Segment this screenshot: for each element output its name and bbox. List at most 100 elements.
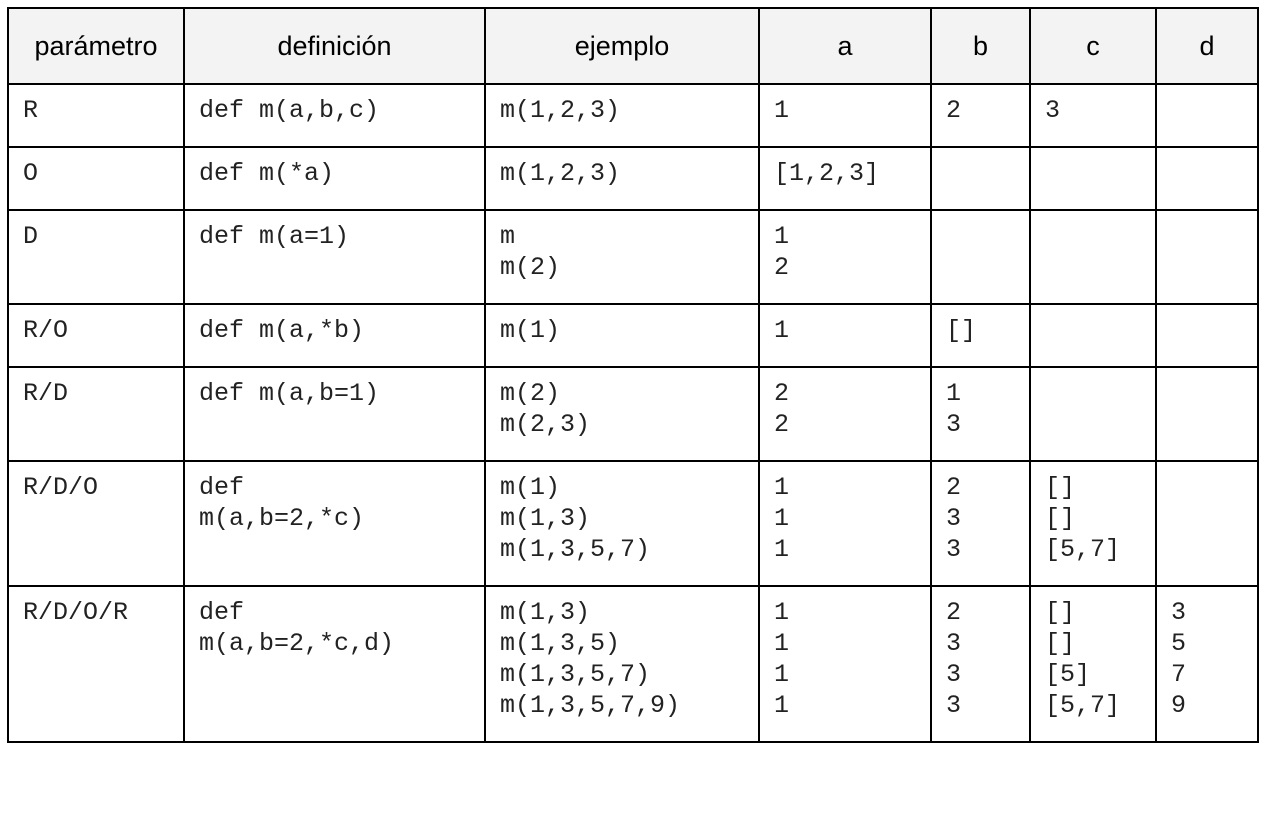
value-d-cell: [1155, 146, 1259, 211]
value-d-cell: [1155, 209, 1259, 305]
cell-line: 1: [774, 222, 790, 251]
cell-line: def: [199, 473, 245, 502]
cell-line: 1: [774, 535, 790, 564]
cell-line: 1: [774, 691, 790, 720]
value-b-cell: []: [930, 303, 1031, 368]
table-row: R/D/O/R def m(a,b=2,*c,d) m(1,3) m(1,3,5) m(1…: [7, 585, 1259, 743]
cell-line: R/O: [23, 316, 69, 345]
value-c-cell: [1029, 303, 1157, 368]
cell-line: m(1,3): [500, 598, 591, 627]
value-d-cell: [1155, 303, 1259, 368]
value-d-cell: [1155, 83, 1259, 148]
cell-line: def: [199, 598, 245, 627]
cell-line: 1: [774, 598, 790, 627]
cell-line: 1: [774, 316, 790, 345]
definicion-cell: def m(a,*b): [183, 303, 486, 368]
cell-line: m(1,3,5,7): [500, 535, 651, 564]
cell-line: 2: [946, 96, 962, 125]
table-row: R/D/O def m(a,b=2,*c) m(1) m(1,3) m(1,3,5,7) 1…: [7, 460, 1259, 587]
definicion-cell: def m(*a): [183, 146, 486, 211]
definicion-cell: def m(a,b=2,*c,d): [183, 585, 486, 743]
cell-line: []: [1045, 598, 1076, 627]
cell-line: 5: [1171, 629, 1187, 658]
cell-line: D: [23, 222, 39, 251]
cell-line: 2: [774, 410, 790, 439]
cell-line: 7: [1171, 660, 1187, 689]
cell-line: m(2,3): [500, 410, 591, 439]
parametro-cell: R: [7, 83, 185, 148]
cell-line: m(1,3): [500, 504, 591, 533]
cell-line: 3: [1171, 598, 1187, 627]
cell-line: m(2): [500, 379, 561, 408]
ejemplo-cell: m(1,3) m(1,3,5) m(1,3,5,7) m(1,3,5,7,9): [484, 585, 760, 743]
cell-line: 1: [774, 660, 790, 689]
cell-line: []: [946, 316, 977, 345]
ejemplo-cell: m m(2): [484, 209, 760, 305]
cell-line: 2: [946, 473, 962, 502]
parametro-cell: R/O: [7, 303, 185, 368]
ejemplo-cell: m(1,2,3): [484, 83, 760, 148]
parametro-cell: D: [7, 209, 185, 305]
value-c-cell: [1029, 146, 1157, 211]
cell-line: [5]: [1045, 660, 1091, 689]
cell-line: 3: [946, 629, 962, 658]
cell-line: m(a,b=2,*c): [199, 504, 365, 533]
value-a-cell: 1: [758, 303, 932, 368]
cell-line: m(2): [500, 253, 561, 282]
cell-line: [5,7]: [1045, 535, 1121, 564]
cell-line: [5,7]: [1045, 691, 1121, 720]
header-a: a: [758, 7, 932, 85]
header-ejemplo: ejemplo: [484, 7, 760, 85]
value-d-cell: [1155, 366, 1259, 462]
table-row: R/D def m(a,b=1) m(2) m(2,3) 2 2 1 3: [7, 366, 1259, 462]
value-b-cell: 2: [930, 83, 1031, 148]
parametro-cell: O: [7, 146, 185, 211]
definicion-cell: def m(a,b=1): [183, 366, 486, 462]
cell-line: m(1,3,5,7,9): [500, 691, 681, 720]
table-row: R/O def m(a,*b) m(1) 1 []: [7, 303, 1259, 368]
cell-line: m(1,2,3): [500, 96, 621, 125]
value-d-cell: [1155, 460, 1259, 587]
cell-line: R/D: [23, 379, 69, 408]
value-c-cell: [1029, 209, 1157, 305]
value-a-cell: [1,2,3]: [758, 146, 932, 211]
cell-line: 1: [774, 96, 790, 125]
cell-line: 3: [946, 410, 962, 439]
cell-line: 1: [774, 473, 790, 502]
header-definicion: definición: [183, 7, 486, 85]
cell-line: def m(a=1): [199, 222, 350, 251]
cell-line: R/D/O/R: [23, 598, 129, 627]
cell-line: [1,2,3]: [774, 159, 880, 188]
parametro-cell: R/D/O/R: [7, 585, 185, 743]
header-b: b: [930, 7, 1031, 85]
header-parametro: parámetro: [7, 7, 185, 85]
cell-line: 1: [774, 504, 790, 533]
cell-line: def m(a,*b): [199, 316, 365, 345]
ejemplo-cell: m(1): [484, 303, 760, 368]
definicion-cell: def m(a=1): [183, 209, 486, 305]
cell-line: 3: [946, 504, 962, 533]
cell-line: 3: [946, 691, 962, 720]
definicion-cell: def m(a,b=2,*c): [183, 460, 486, 587]
ejemplo-cell: m(1,2,3): [484, 146, 760, 211]
value-a-cell: 1: [758, 83, 932, 148]
parametro-cell: R/D/O: [7, 460, 185, 587]
cell-line: 3: [946, 660, 962, 689]
cell-line: R: [23, 96, 39, 125]
cell-line: R/D/O: [23, 473, 99, 502]
value-c-cell: [][] [5,7]: [1029, 460, 1157, 587]
cell-line: 2: [774, 379, 790, 408]
ejemplo-cell: m(2) m(2,3): [484, 366, 760, 462]
cell-line: m(1): [500, 316, 561, 345]
